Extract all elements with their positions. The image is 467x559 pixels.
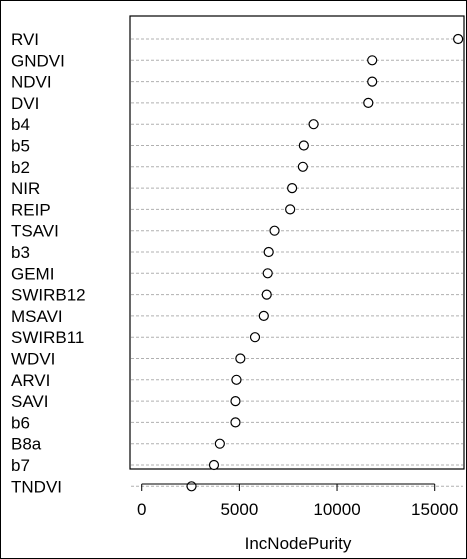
category-label-tndvi: TNDVI [11,477,62,496]
data-point-dvi [363,97,374,109]
data-point-b8a [214,438,225,449]
data-point-wdvi [235,353,246,364]
data-point-reip [285,204,296,215]
data-points [186,33,464,492]
data-point-b2 [297,161,308,172]
data-point-swirb12 [261,289,272,300]
data-point-b3 [263,246,274,258]
data-point-b7 [208,459,220,471]
data-point-tndvi [186,481,197,492]
data-point-nir [287,183,298,194]
category-label-b3: b3 [11,243,30,262]
category-label-reip: REIP [11,200,51,219]
category-label-b2: b2 [11,158,30,177]
category-label-ndvi: NDVI [11,73,52,92]
x-axis-title: IncNodePurity [245,534,352,553]
category-label-b7: b7 [11,456,30,475]
plot-box [129,15,465,470]
category-labels: RVI GNDVI NDVI DVI b4 b5 b2 NIR REIP TSAVI b3 GEMI S… [11,30,86,496]
data-point-msavi [258,310,269,321]
category-label-swirb11: SWIRB11 [11,328,84,347]
x-tick-label-5000: 5000 [220,500,258,519]
data-point-swirb11 [249,332,261,343]
category-label-tsavi: TSAVI [11,222,59,241]
x-tick-label-15000: 15000 [411,500,458,519]
guide-lines [131,38,463,487]
category-label-b5: b5 [11,137,30,156]
x-tick-label-0: 0 [137,500,146,519]
data-point-gndvi [367,55,378,66]
category-label-gemi: GEMI [11,264,54,283]
data-point-gemi [262,268,273,279]
category-label-msavi: MSAVI [11,307,63,326]
category-label-b4: b4 [11,115,30,134]
category-label-b8a: B8a [11,435,42,454]
category-label-swirb12: SWIRB12 [11,286,86,305]
x-axis: 0 5000 10000 15000 [137,483,458,519]
category-label-wdvi: WDVI [11,350,55,369]
data-point-tsavi [269,225,280,236]
category-label-dvi: DVI [11,94,39,113]
category-label-gndvi: GNDVI [11,51,65,70]
data-point-rvi [453,33,464,45]
category-label-arvi: ARVI [11,371,50,390]
data-point-b6 [230,417,241,428]
category-label-rvi: RVI [11,30,39,49]
data-point-b4 [308,119,319,130]
category-label-savi: SAVI [11,392,48,411]
data-point-ndvi [367,76,378,87]
data-point-arvi [231,374,242,385]
x-tick-label-10000: 10000 [313,500,360,519]
data-point-b5 [298,140,309,151]
category-label-nir: NIR [11,179,40,198]
category-label-b6: b6 [11,413,30,432]
data-point-savi [230,396,241,407]
